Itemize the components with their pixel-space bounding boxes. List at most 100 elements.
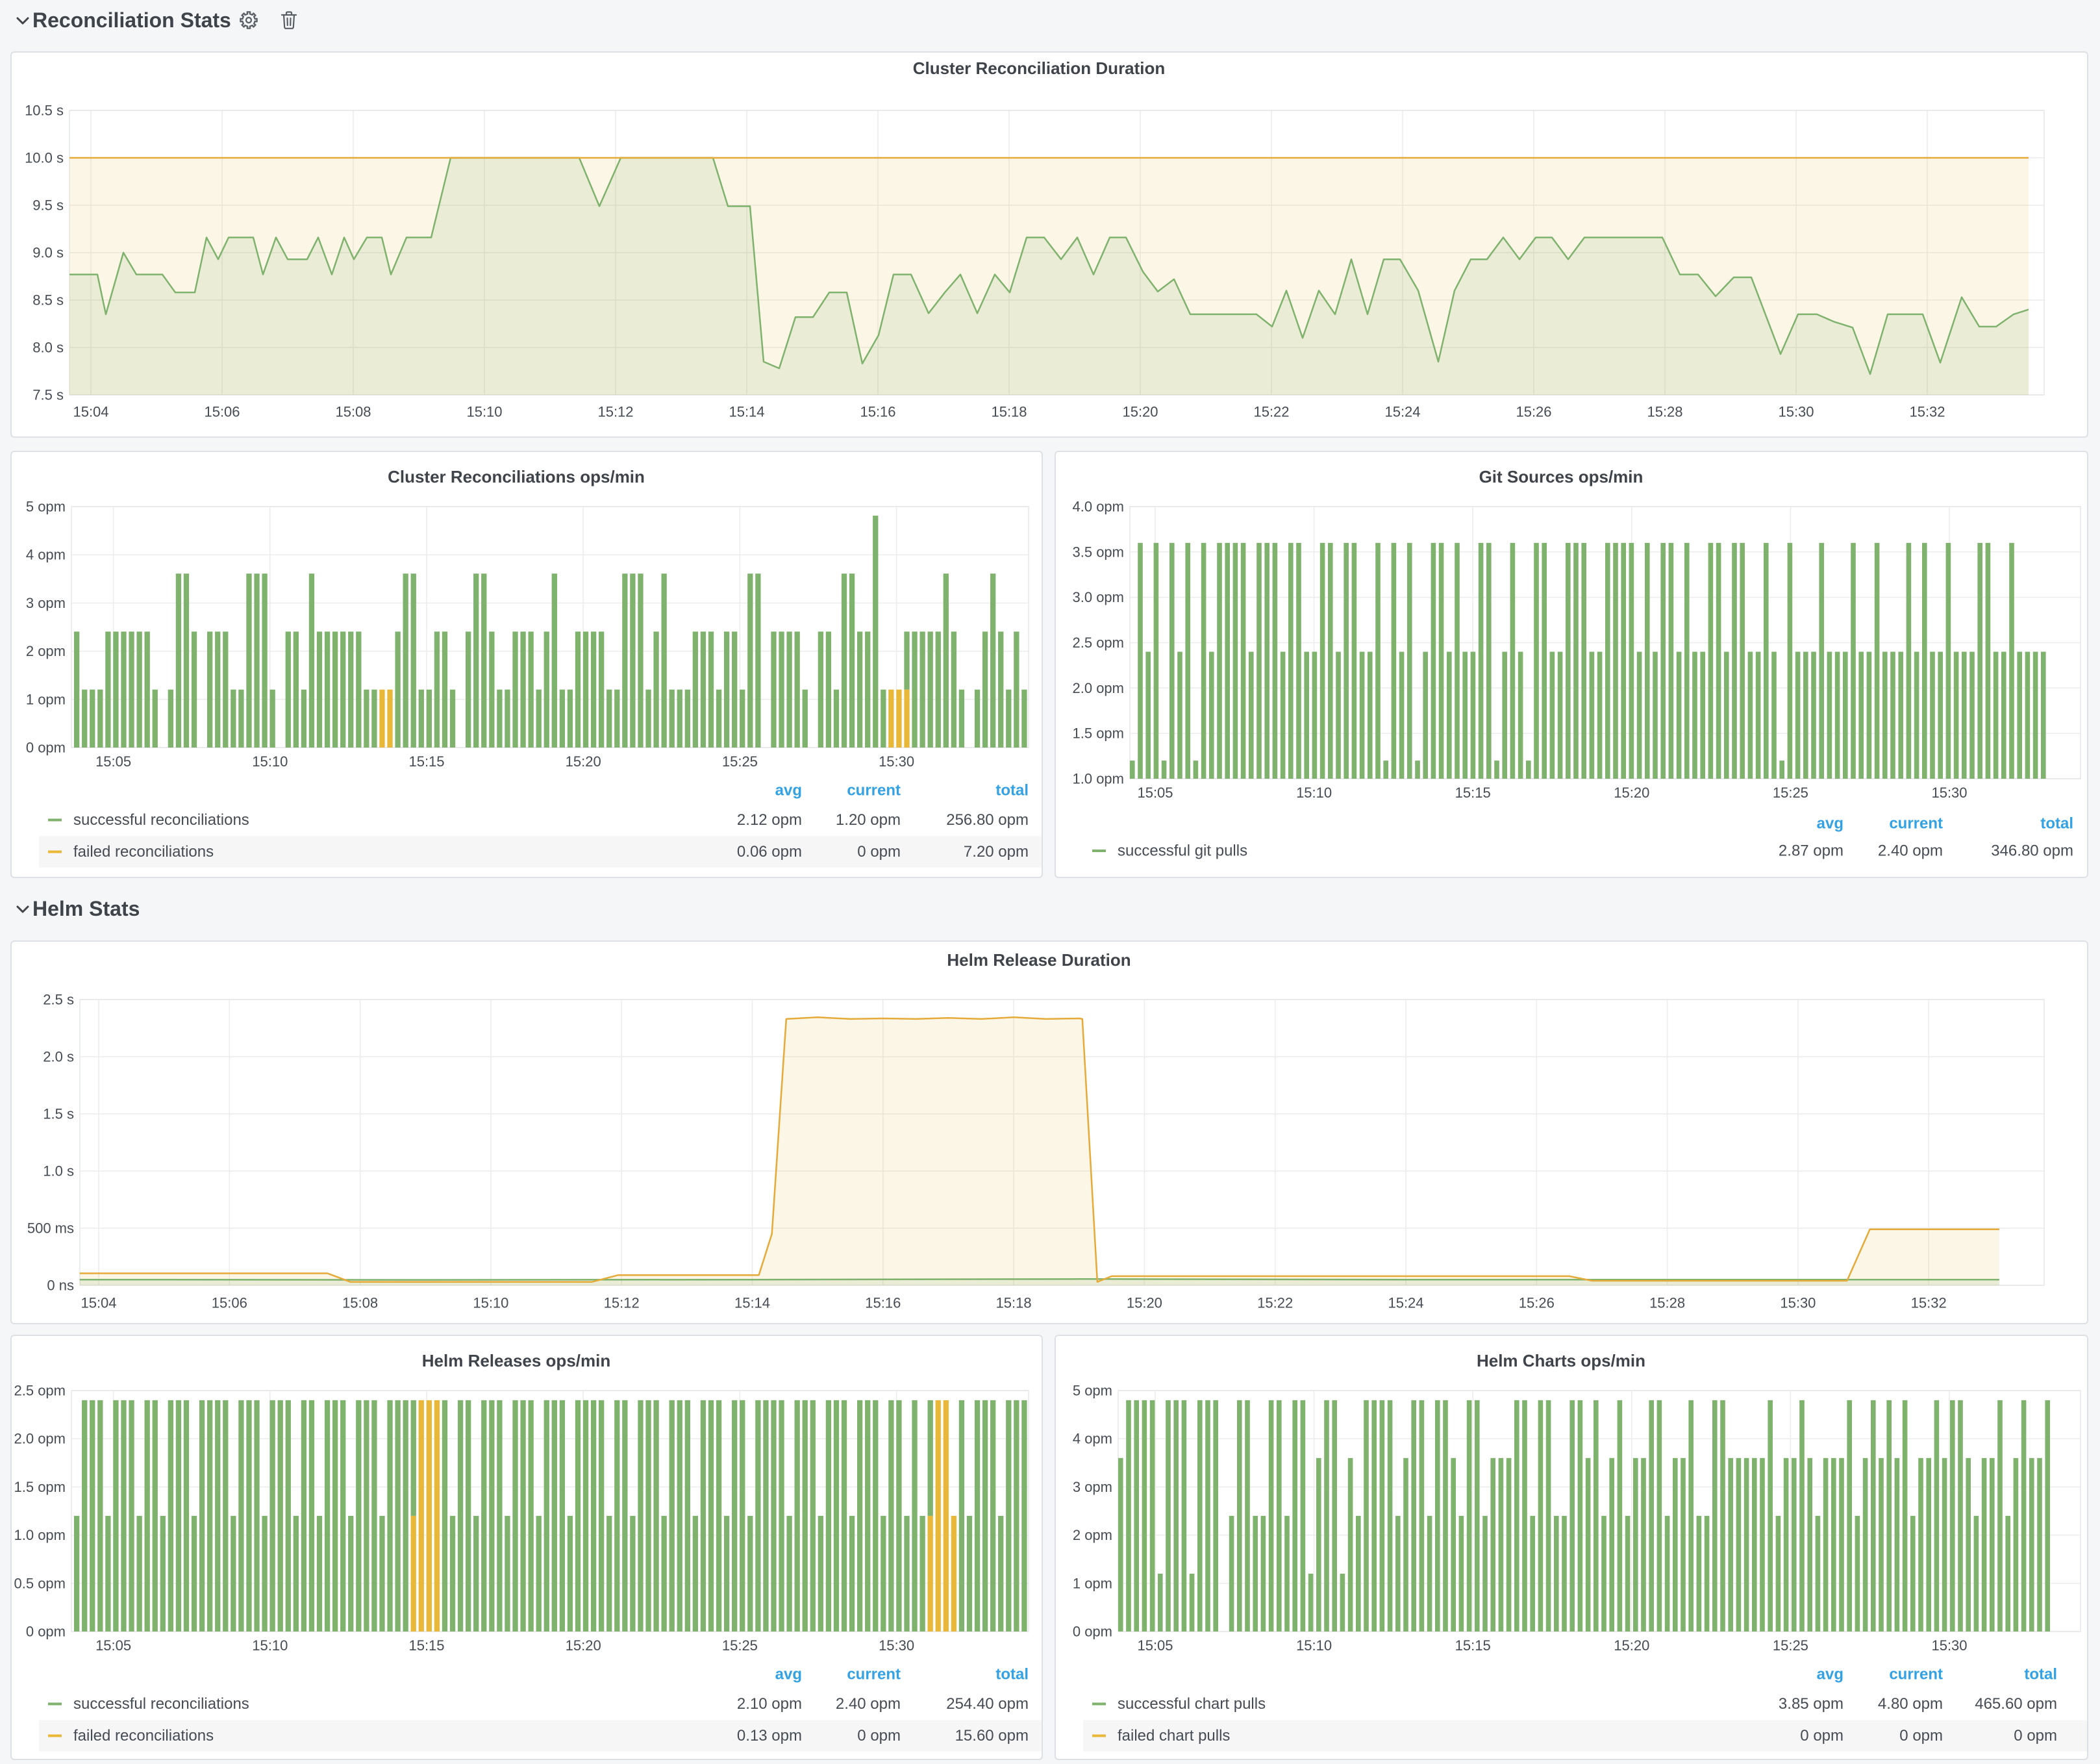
svg-text:15:30: 15:30 [1778, 404, 1814, 420]
svg-text:2.40 opm: 2.40 opm [836, 1695, 901, 1713]
svg-text:15:06: 15:06 [204, 404, 240, 420]
svg-text:total: total [995, 782, 1029, 800]
svg-text:3.85 opm: 3.85 opm [1779, 1695, 1844, 1713]
svg-text:0 opm: 0 opm [857, 843, 901, 861]
svg-text:current: current [1889, 1666, 1943, 1683]
svg-text:5 opm: 5 opm [26, 499, 66, 515]
svg-text:15:10: 15:10 [1296, 1637, 1332, 1654]
svg-text:failed chart pulls: failed chart pulls [1118, 1727, 1230, 1745]
svg-text:15:10: 15:10 [466, 404, 502, 420]
svg-text:2.5 opm: 2.5 opm [14, 1383, 66, 1399]
svg-text:5 opm: 5 opm [1073, 1383, 1112, 1399]
svg-text:15:05: 15:05 [1137, 1637, 1173, 1654]
svg-text:15:20: 15:20 [1122, 404, 1158, 420]
svg-text:4.0 opm: 4.0 opm [1073, 499, 1125, 515]
svg-text:15:20: 15:20 [1614, 785, 1649, 801]
svg-text:15:14: 15:14 [729, 404, 764, 420]
svg-text:1.5 opm: 1.5 opm [14, 1479, 66, 1495]
svg-text:15:22: 15:22 [1253, 404, 1289, 420]
svg-text:2.5 opm: 2.5 opm [1073, 635, 1125, 651]
svg-text:current: current [847, 782, 901, 800]
svg-text:9.5 s: 9.5 s [32, 197, 64, 214]
svg-text:1.0 opm: 1.0 opm [1073, 771, 1125, 787]
svg-text:15:28: 15:28 [1647, 404, 1682, 420]
svg-text:15:22: 15:22 [1257, 1295, 1293, 1311]
svg-text:7.5 s: 7.5 s [32, 387, 64, 403]
svg-text:3.5 opm: 3.5 opm [1073, 544, 1125, 560]
svg-text:15:24: 15:24 [1388, 1295, 1423, 1311]
svg-text:current: current [847, 1666, 901, 1683]
svg-text:2.10 opm: 2.10 opm [737, 1695, 802, 1713]
svg-text:254.40 opm: 254.40 opm [946, 1695, 1029, 1713]
svg-text:1.0 opm: 1.0 opm [14, 1527, 66, 1543]
svg-text:15:10: 15:10 [252, 1637, 288, 1654]
svg-text:15:16: 15:16 [860, 404, 895, 420]
svg-text:10.0 s: 10.0 s [25, 150, 64, 166]
svg-text:0 opm: 0 opm [1899, 1727, 1943, 1745]
svg-text:15:30: 15:30 [1931, 1637, 1967, 1654]
svg-text:Git Sources ops/min: Git Sources ops/min [1479, 467, 1644, 486]
svg-text:failed reconciliations: failed reconciliations [73, 1727, 214, 1745]
svg-text:0.13 opm: 0.13 opm [737, 1727, 802, 1745]
svg-text:15:25: 15:25 [722, 753, 758, 770]
svg-text:Helm Charts ops/min: Helm Charts ops/min [1477, 1351, 1645, 1370]
svg-text:1.0 s: 1.0 s [43, 1163, 74, 1179]
svg-text:15:05: 15:05 [95, 1637, 131, 1654]
svg-text:4.80 opm: 4.80 opm [1878, 1695, 1943, 1713]
svg-text:15:05: 15:05 [1137, 785, 1173, 801]
svg-text:successful reconciliations: successful reconciliations [73, 1695, 249, 1713]
svg-text:15:05: 15:05 [95, 753, 131, 770]
svg-text:15:08: 15:08 [335, 404, 371, 420]
svg-text:8.0 s: 8.0 s [32, 340, 64, 356]
svg-text:15:12: 15:12 [604, 1295, 640, 1311]
svg-text:4 opm: 4 opm [26, 547, 66, 563]
svg-text:0.5 opm: 0.5 opm [14, 1575, 66, 1591]
svg-text:15:32: 15:32 [1909, 404, 1945, 420]
svg-text:15:25: 15:25 [722, 1637, 758, 1654]
svg-text:0 opm: 0 opm [1073, 1624, 1112, 1640]
svg-text:15:28: 15:28 [1649, 1295, 1685, 1311]
svg-text:avg: avg [775, 782, 802, 800]
svg-text:15:10: 15:10 [473, 1295, 508, 1311]
svg-text:15:08: 15:08 [342, 1295, 378, 1311]
svg-text:15:30: 15:30 [1780, 1295, 1816, 1311]
svg-text:avg: avg [775, 1666, 802, 1683]
svg-text:500 ms: 500 ms [27, 1220, 74, 1237]
svg-text:2.0 opm: 2.0 opm [14, 1431, 66, 1447]
svg-text:Cluster Reconciliation Duratio: Cluster Reconciliation Duration [913, 58, 1166, 78]
svg-text:15:15: 15:15 [408, 1637, 444, 1654]
svg-text:total: total [2024, 1666, 2057, 1683]
svg-text:total: total [995, 1666, 1029, 1683]
svg-text:15:20: 15:20 [1127, 1295, 1162, 1311]
svg-text:Cluster Reconciliations ops/mi: Cluster Reconciliations ops/min [388, 467, 645, 486]
svg-text:successful reconciliations: successful reconciliations [73, 811, 249, 829]
svg-text:2 opm: 2 opm [26, 643, 66, 659]
svg-text:8.5 s: 8.5 s [32, 292, 64, 309]
svg-text:256.80 opm: 256.80 opm [946, 811, 1029, 829]
svg-text:15:15: 15:15 [1455, 785, 1491, 801]
svg-text:2.0 s: 2.0 s [43, 1049, 74, 1065]
svg-text:0 opm: 0 opm [1800, 1727, 1844, 1745]
svg-text:0 ns: 0 ns [47, 1278, 74, 1294]
svg-text:0 opm: 0 opm [857, 1727, 901, 1745]
svg-text:2.12 opm: 2.12 opm [737, 811, 802, 829]
svg-text:1.5 opm: 1.5 opm [1073, 725, 1125, 742]
svg-text:2.0 opm: 2.0 opm [1073, 680, 1125, 696]
svg-text:15:14: 15:14 [734, 1295, 770, 1311]
svg-text:successful chart pulls: successful chart pulls [1118, 1695, 1266, 1713]
svg-text:15:15: 15:15 [1455, 1637, 1491, 1654]
svg-text:0.06 opm: 0.06 opm [737, 843, 802, 861]
svg-text:15:18: 15:18 [996, 1295, 1032, 1311]
svg-text:10.5 s: 10.5 s [25, 103, 64, 119]
svg-text:3.0 opm: 3.0 opm [1073, 589, 1125, 605]
svg-text:1.5 s: 1.5 s [43, 1106, 74, 1122]
svg-text:15:30: 15:30 [879, 753, 914, 770]
svg-text:15.60 opm: 15.60 opm [955, 1727, 1029, 1745]
svg-text:9.0 s: 9.0 s [32, 245, 64, 261]
svg-text:15:10: 15:10 [1296, 785, 1332, 801]
svg-text:successful git pulls: successful git pulls [1118, 842, 1247, 860]
svg-text:15:30: 15:30 [879, 1637, 914, 1654]
svg-text:15:06: 15:06 [212, 1295, 247, 1311]
svg-text:15:26: 15:26 [1516, 404, 1551, 420]
svg-text:346.80 opm: 346.80 opm [1991, 842, 2073, 860]
